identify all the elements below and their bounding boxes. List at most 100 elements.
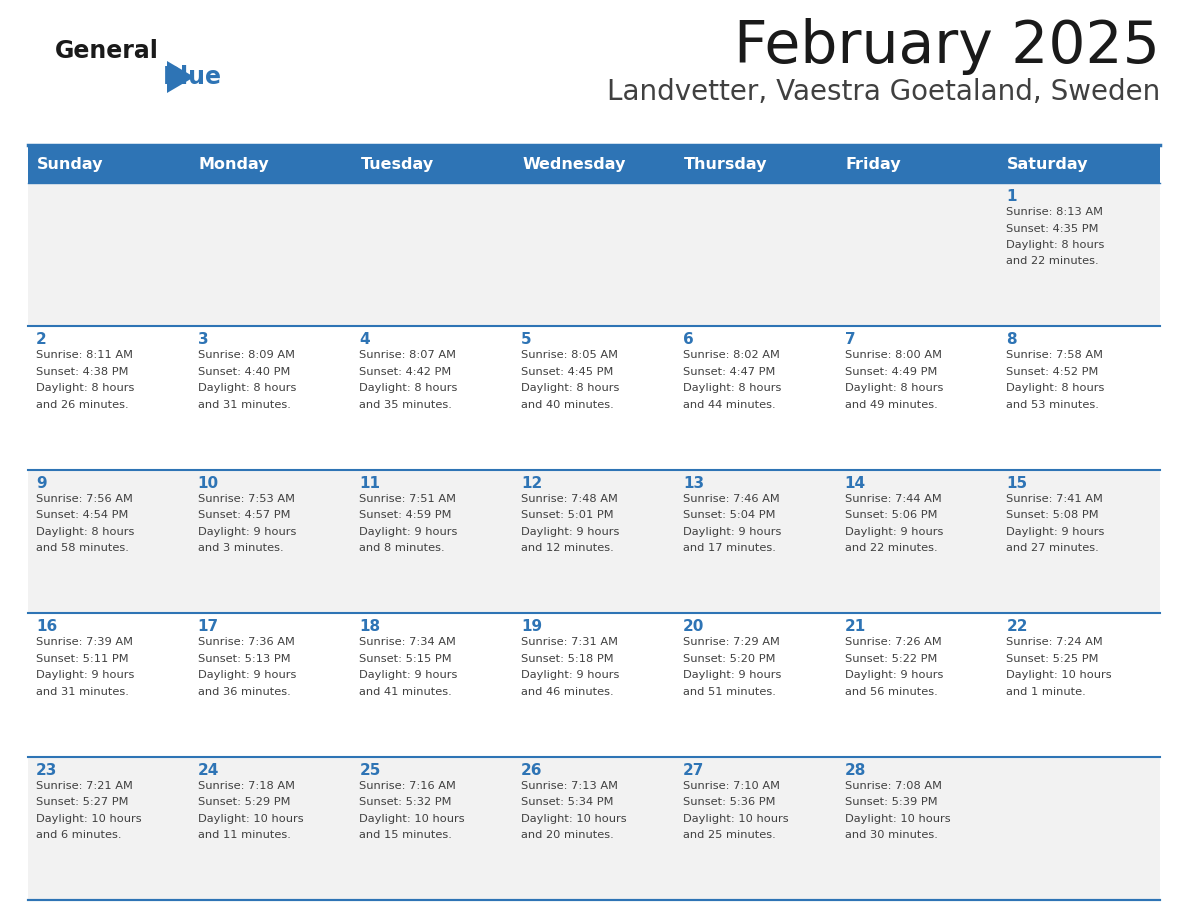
Text: Sunset: 5:08 PM: Sunset: 5:08 PM — [1006, 510, 1099, 521]
Text: Sunrise: 8:02 AM: Sunrise: 8:02 AM — [683, 351, 779, 361]
Text: Sunset: 5:18 PM: Sunset: 5:18 PM — [522, 654, 614, 664]
Text: Sunset: 4:54 PM: Sunset: 4:54 PM — [36, 510, 128, 521]
Text: Sunset: 4:59 PM: Sunset: 4:59 PM — [360, 510, 451, 521]
Bar — [675, 470, 836, 613]
Text: 19: 19 — [522, 620, 542, 634]
Text: and 30 minutes.: and 30 minutes. — [845, 830, 937, 840]
Text: Sunrise: 7:31 AM: Sunrise: 7:31 AM — [522, 637, 618, 647]
Text: Daylight: 10 hours: Daylight: 10 hours — [1006, 670, 1112, 680]
Text: and 12 minutes.: and 12 minutes. — [522, 543, 614, 554]
Text: Sunrise: 7:48 AM: Sunrise: 7:48 AM — [522, 494, 618, 504]
Bar — [998, 327, 1159, 470]
Text: Sunset: 4:35 PM: Sunset: 4:35 PM — [1006, 223, 1099, 233]
Text: Sunset: 5:01 PM: Sunset: 5:01 PM — [522, 510, 614, 521]
Bar — [29, 327, 190, 470]
Text: Daylight: 10 hours: Daylight: 10 hours — [845, 813, 950, 823]
Text: and 22 minutes.: and 22 minutes. — [845, 543, 937, 554]
Text: Sunrise: 7:39 AM: Sunrise: 7:39 AM — [36, 637, 133, 647]
Bar — [190, 470, 352, 613]
Text: Sunrise: 7:34 AM: Sunrise: 7:34 AM — [360, 637, 456, 647]
Text: Thursday: Thursday — [684, 156, 767, 172]
Text: Sunset: 5:11 PM: Sunset: 5:11 PM — [36, 654, 128, 664]
Bar — [836, 470, 998, 613]
Text: and 20 minutes.: and 20 minutes. — [522, 830, 614, 840]
Text: 4: 4 — [360, 332, 369, 347]
Text: Daylight: 9 hours: Daylight: 9 hours — [522, 527, 619, 537]
Text: and 53 minutes.: and 53 minutes. — [1006, 400, 1099, 410]
Text: 15: 15 — [1006, 476, 1028, 491]
Text: Sunrise: 7:58 AM: Sunrise: 7:58 AM — [1006, 351, 1104, 361]
Bar — [998, 470, 1159, 613]
Text: Daylight: 8 hours: Daylight: 8 hours — [522, 384, 619, 394]
Bar — [352, 145, 513, 183]
Text: Sunset: 5:15 PM: Sunset: 5:15 PM — [360, 654, 453, 664]
Text: Sunrise: 7:24 AM: Sunrise: 7:24 AM — [1006, 637, 1102, 647]
Text: Sunrise: 7:29 AM: Sunrise: 7:29 AM — [683, 637, 779, 647]
Text: and 17 minutes.: and 17 minutes. — [683, 543, 776, 554]
Text: Daylight: 8 hours: Daylight: 8 hours — [1006, 384, 1105, 394]
Text: Saturday: Saturday — [1007, 156, 1088, 172]
Bar — [998, 145, 1159, 183]
Text: Sunrise: 7:26 AM: Sunrise: 7:26 AM — [845, 637, 941, 647]
Text: Sunrise: 7:44 AM: Sunrise: 7:44 AM — [845, 494, 941, 504]
Bar — [513, 327, 675, 470]
Text: and 44 minutes.: and 44 minutes. — [683, 400, 776, 410]
Bar — [352, 756, 513, 900]
Text: Sunset: 4:38 PM: Sunset: 4:38 PM — [36, 367, 128, 377]
Text: Sunday: Sunday — [37, 156, 103, 172]
Text: Wednesday: Wednesday — [523, 156, 626, 172]
Text: Daylight: 9 hours: Daylight: 9 hours — [683, 527, 782, 537]
Text: Sunset: 4:52 PM: Sunset: 4:52 PM — [1006, 367, 1099, 377]
Text: Daylight: 10 hours: Daylight: 10 hours — [683, 813, 789, 823]
Text: Daylight: 9 hours: Daylight: 9 hours — [360, 670, 457, 680]
Text: 23: 23 — [36, 763, 57, 778]
Text: 12: 12 — [522, 476, 543, 491]
Bar — [675, 613, 836, 756]
Bar — [836, 613, 998, 756]
Text: Sunrise: 7:08 AM: Sunrise: 7:08 AM — [845, 780, 942, 790]
Bar — [190, 613, 352, 756]
Bar — [998, 183, 1159, 327]
Text: Sunrise: 8:09 AM: Sunrise: 8:09 AM — [197, 351, 295, 361]
Polygon shape — [168, 61, 194, 93]
Text: 16: 16 — [36, 620, 57, 634]
Text: Sunset: 5:32 PM: Sunset: 5:32 PM — [360, 797, 451, 807]
Bar — [513, 613, 675, 756]
Bar — [190, 183, 352, 327]
Text: and 22 minutes.: and 22 minutes. — [1006, 256, 1099, 266]
Text: Sunset: 5:34 PM: Sunset: 5:34 PM — [522, 797, 614, 807]
Bar — [836, 183, 998, 327]
Text: Daylight: 8 hours: Daylight: 8 hours — [360, 384, 457, 394]
Text: 22: 22 — [1006, 620, 1028, 634]
Text: Sunrise: 7:36 AM: Sunrise: 7:36 AM — [197, 637, 295, 647]
Text: Sunset: 5:06 PM: Sunset: 5:06 PM — [845, 510, 937, 521]
Bar — [836, 327, 998, 470]
Text: 2: 2 — [36, 332, 46, 347]
Text: Sunset: 4:42 PM: Sunset: 4:42 PM — [360, 367, 451, 377]
Text: 3: 3 — [197, 332, 208, 347]
Text: 9: 9 — [36, 476, 46, 491]
Text: Daylight: 10 hours: Daylight: 10 hours — [522, 813, 627, 823]
Text: Daylight: 8 hours: Daylight: 8 hours — [197, 384, 296, 394]
Text: and 46 minutes.: and 46 minutes. — [522, 687, 614, 697]
Bar — [352, 327, 513, 470]
Bar — [675, 756, 836, 900]
Text: and 58 minutes.: and 58 minutes. — [36, 543, 128, 554]
Text: Daylight: 9 hours: Daylight: 9 hours — [36, 670, 134, 680]
Text: 6: 6 — [683, 332, 694, 347]
Text: Sunrise: 8:11 AM: Sunrise: 8:11 AM — [36, 351, 133, 361]
Text: Daylight: 10 hours: Daylight: 10 hours — [360, 813, 465, 823]
Bar — [352, 183, 513, 327]
Bar — [836, 145, 998, 183]
Text: 11: 11 — [360, 476, 380, 491]
Text: and 27 minutes.: and 27 minutes. — [1006, 543, 1099, 554]
Text: Sunset: 5:22 PM: Sunset: 5:22 PM — [845, 654, 937, 664]
Bar — [513, 470, 675, 613]
Text: Friday: Friday — [846, 156, 902, 172]
Text: Sunrise: 7:13 AM: Sunrise: 7:13 AM — [522, 780, 618, 790]
Text: and 40 minutes.: and 40 minutes. — [522, 400, 614, 410]
Text: Daylight: 9 hours: Daylight: 9 hours — [522, 670, 619, 680]
Text: Sunset: 4:45 PM: Sunset: 4:45 PM — [522, 367, 613, 377]
Text: Daylight: 9 hours: Daylight: 9 hours — [683, 670, 782, 680]
Text: 8: 8 — [1006, 332, 1017, 347]
